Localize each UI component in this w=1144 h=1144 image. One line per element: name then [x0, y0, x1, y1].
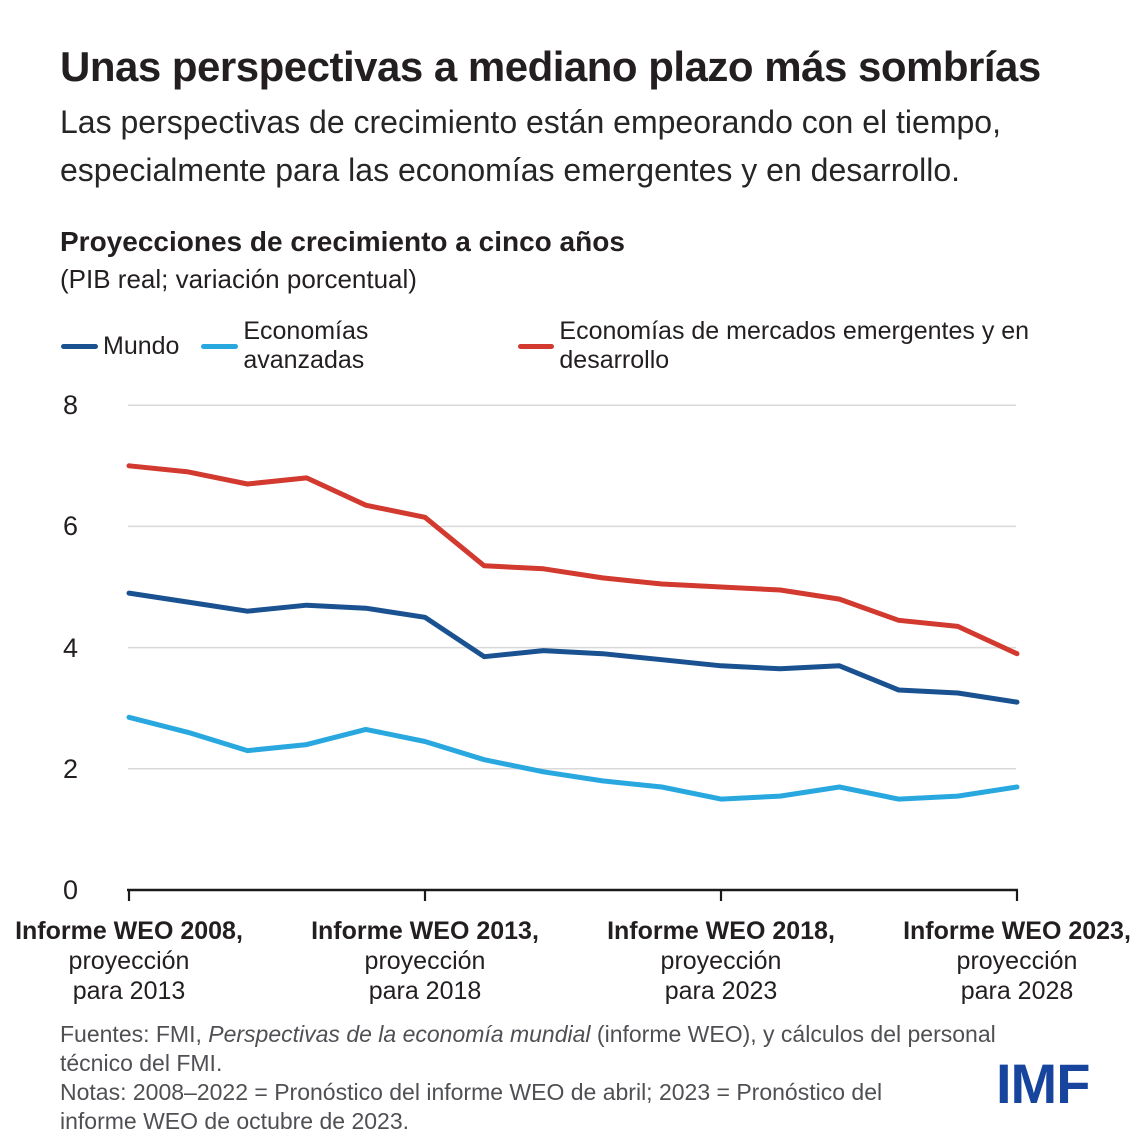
chart-units-label: (PIB real; variación porcentual) [60, 264, 417, 294]
x-axis-label-2018-l1: Informe WEO 2018, [607, 917, 835, 945]
chart-title: Proyecciones de crecimiento a cinco años [60, 226, 625, 257]
x-axis-label-2018-l2: proyección [660, 947, 782, 975]
mundo-line-swatch-icon [61, 343, 98, 349]
x-axis-label-2018-l3: para 2023 [664, 977, 778, 1005]
x-axis-label-2013-l1: Informe WEO 2013, [311, 917, 539, 945]
series-line-emergentes-y-en-desarrollo [126, 463, 1020, 657]
sources-line2: técnico del FMI. [60, 1050, 223, 1076]
economias-avanzadas-line-swatch-icon [201, 343, 239, 349]
notes-line2: informe WEO de octubre de 2023. [60, 1108, 410, 1134]
x-axis-label-2023-l3: para 2028 [960, 977, 1074, 1005]
y-axis-label-6: 6 [62, 511, 78, 541]
x-axis-label-2023-l1: Informe WEO 2023, [903, 917, 1131, 945]
figure-subtitle-line1: Las perspectivas de crecimiento están em… [60, 104, 1001, 140]
legend-label-emergentes: Economías de mercados emergentes y en de… [559, 317, 1030, 374]
x-axis-label-2023: Informe WEO 2023, proyección para 2028 [877, 916, 1144, 1006]
x-axis-label-2008-l1: Informe WEO 2008, [15, 917, 243, 945]
x-axis-label-2013-l2: proyección [364, 947, 486, 975]
figure-subtitle: Las perspectivas de crecimiento están em… [60, 98, 1001, 194]
x-axis-label-2008-l3: para 2013 [72, 977, 186, 1005]
sources-suffix: (informe WEO), y cálculos del personal [590, 1021, 996, 1047]
legend-label-economias-avanzadas: Economías avanzadas [243, 317, 369, 374]
x-axis-label-2013: Informe WEO 2013, proyección para 2018 [285, 916, 565, 1006]
y-axis-label-0: 0 [62, 875, 78, 905]
figure-title: Unas perspectivas a mediano plazo más so… [60, 43, 1041, 90]
chart-legend: Mundo Economías avanzadas Economías de m… [61, 317, 1144, 375]
x-axis-label-2013-l3: para 2018 [368, 977, 482, 1005]
series-line-economias-avanzadas [126, 714, 1020, 802]
figure-subtitle-line2: especialmente para las economías emergen… [60, 152, 961, 188]
notes-line1: Notas: 2008–2022 = Pronóstico del inform… [60, 1079, 883, 1105]
notes-note: Notas: 2008–2022 = Pronóstico del inform… [60, 1078, 960, 1136]
x-axis-label-2008-l2: proyección [68, 947, 190, 975]
x-axis-label-2023-l2: proyección [956, 947, 1078, 975]
sources-note: Fuentes: FMI, Perspectivas de la economí… [60, 1020, 1070, 1078]
imf-logo: IMF [996, 1052, 1090, 1115]
y-axis-label-4: 4 [62, 633, 78, 663]
sources-publication-italic: Perspectivas de la economía mundial [208, 1021, 591, 1047]
legend-item-mundo: Mundo [61, 332, 179, 361]
emergentes-line-swatch-icon [517, 343, 555, 349]
legend-label-mundo: Mundo [103, 331, 180, 360]
legend-item-emergentes: Economías de mercados emergentes y en de… [517, 317, 1144, 375]
x-axis-label-2008: Informe WEO 2008, proyección para 2013 [0, 916, 269, 1006]
sources-prefix: Fuentes: FMI, [60, 1021, 209, 1047]
y-axis-label-8: 8 [62, 390, 78, 420]
series-line-mundo [126, 590, 1020, 705]
legend-item-economias-avanzadas: Economías avanzadas [201, 317, 495, 375]
y-axis-label-2: 2 [62, 754, 78, 784]
x-axis-label-2018: Informe WEO 2018, proyección para 2023 [581, 916, 861, 1006]
